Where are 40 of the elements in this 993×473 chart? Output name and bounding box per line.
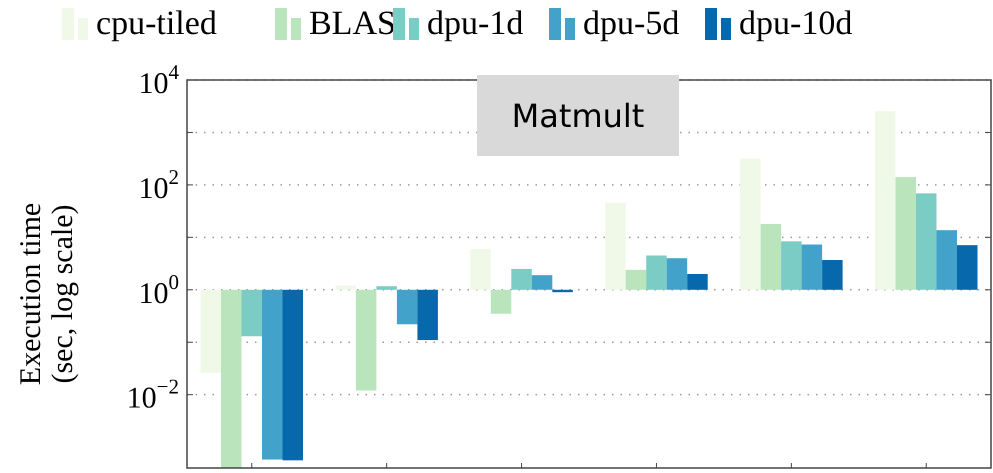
bar [666,258,688,290]
bar [356,290,376,391]
bar [511,268,532,290]
bar [916,193,936,290]
bar [376,286,397,290]
bar [220,290,242,468]
bar [802,244,822,290]
text: Matmult [512,96,644,135]
bar [470,248,491,290]
bar [396,290,418,324]
bar [740,158,761,290]
y-tick-label: 10$^{−2}$ [126,374,179,415]
legend-label: dpu-10d [739,4,852,42]
bar [262,290,283,460]
bar [687,274,708,290]
bar [760,224,782,290]
bar [242,290,262,336]
y-axis-title: Execution time (sec, log scale) [14,202,79,386]
bar [781,241,802,290]
bar [490,290,512,314]
bar [282,290,304,460]
legend-label: dpu-5d [583,4,680,42]
y-tick-label: 10$^{2}$ [138,164,179,205]
bar [200,290,221,373]
bar [822,260,843,290]
bar [335,286,356,290]
bar [646,256,667,290]
bar [605,202,626,290]
legend-label: dpu-1d [427,4,524,42]
legend-label: BLAS [309,4,396,42]
bar [532,275,552,290]
bar [957,245,978,290]
bar [626,270,646,290]
bar [874,111,896,290]
bar [936,230,958,290]
y-tick-label: 10$^{0}$ [138,270,179,310]
bar [417,290,438,340]
y-tick-label: 10$^{4}$ [138,60,180,100]
bar [895,177,916,290]
legend-label: cpu-tiled [96,4,217,42]
